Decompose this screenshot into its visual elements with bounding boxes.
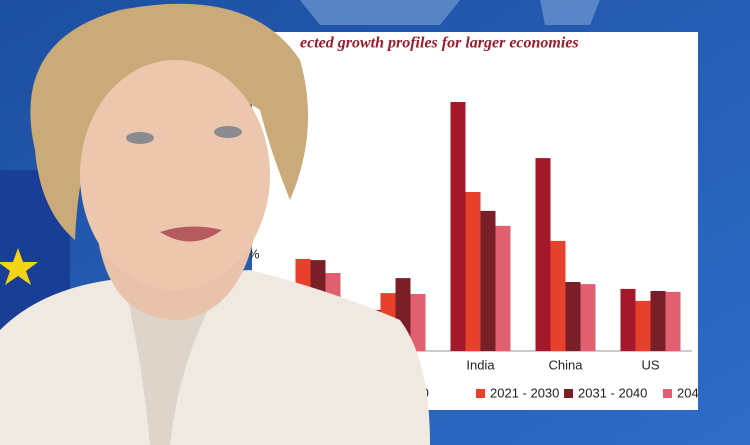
flag-star	[0, 248, 38, 285]
legend-swatch	[663, 389, 672, 398]
bar	[535, 158, 551, 351]
chart-title: ected growth profiles for larger economi…	[300, 35, 579, 52]
person	[0, 3, 430, 445]
legend-swatch	[564, 389, 573, 398]
bar	[550, 240, 566, 351]
bar	[495, 225, 511, 351]
bar	[565, 282, 581, 351]
bar	[410, 294, 426, 351]
bar	[480, 210, 496, 351]
y-tick-label: %	[248, 246, 260, 261]
bar	[580, 284, 596, 351]
bar	[450, 102, 466, 351]
legend-label: 2021 - 2030	[490, 385, 559, 400]
legend-label: 2031 - 2040	[578, 385, 647, 400]
backdrop-shape	[300, 0, 460, 25]
bar	[665, 291, 681, 351]
x-tick-label: US	[641, 357, 659, 372]
bar	[650, 291, 666, 351]
bar	[465, 192, 481, 351]
x-tick-label: China	[549, 357, 584, 372]
backdrop-shape	[540, 0, 600, 25]
legend-swatch	[476, 389, 485, 398]
bar	[620, 288, 636, 351]
legend-label: 204	[677, 385, 699, 400]
bar	[635, 300, 651, 351]
x-tick-label: India	[466, 357, 495, 372]
